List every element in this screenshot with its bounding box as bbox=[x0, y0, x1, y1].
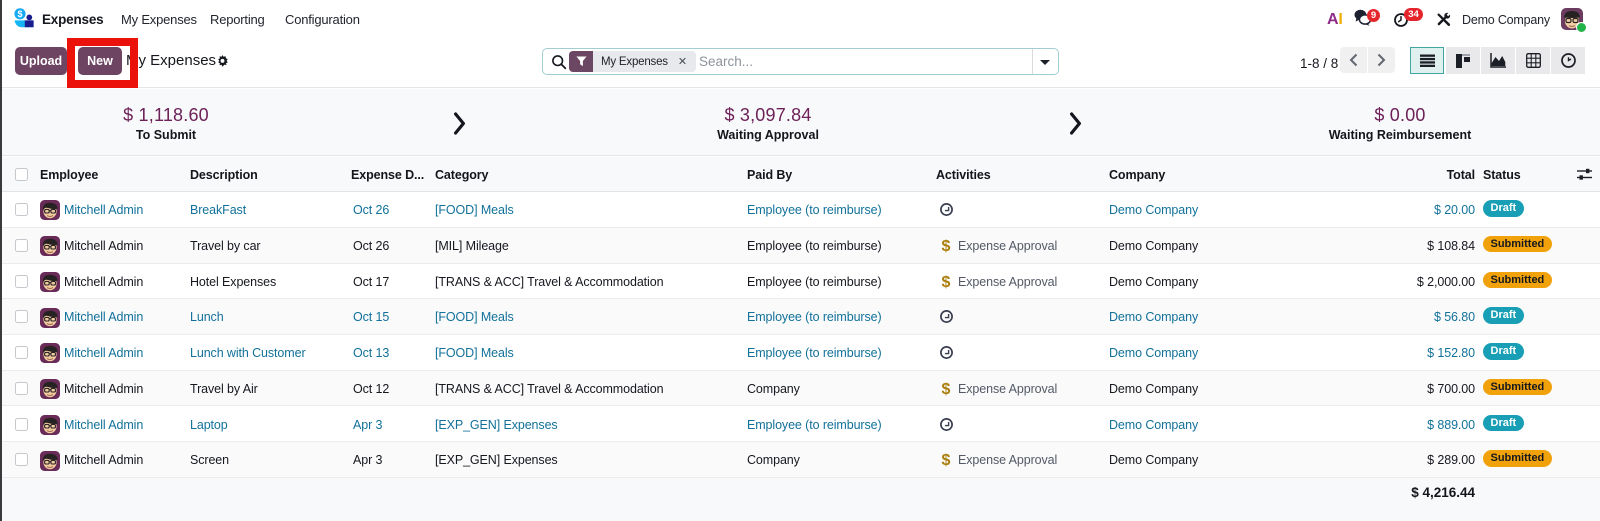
svg-text:$: $ bbox=[17, 9, 22, 19]
